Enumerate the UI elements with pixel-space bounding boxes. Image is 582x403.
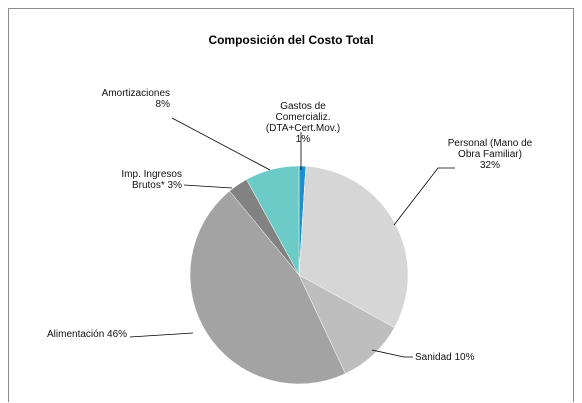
leader-line [171,117,271,171]
leader-line [183,184,233,189]
leader-line [393,167,455,226]
slice-label: Personal (Mano de Obra Familiar) 32% [448,138,533,171]
pie-slice [189,190,346,385]
slice-label: Imp. Ingresos Brutos* 3% [121,169,182,191]
slice-label: Sanidad 10% [415,352,475,363]
pie-slice [246,165,300,276]
slice-label: Amortizaciones 8% [102,88,170,110]
leader-line [129,332,194,338]
slice-label: Alimentación 46% [47,329,127,340]
pie-slice [298,165,409,328]
chart-title: Composición del Costo Total [208,33,374,47]
leader-line [371,349,413,358]
slice-label: Gastos de Comercializ. (DTA+Cert.Mov.) 1% [266,101,340,145]
